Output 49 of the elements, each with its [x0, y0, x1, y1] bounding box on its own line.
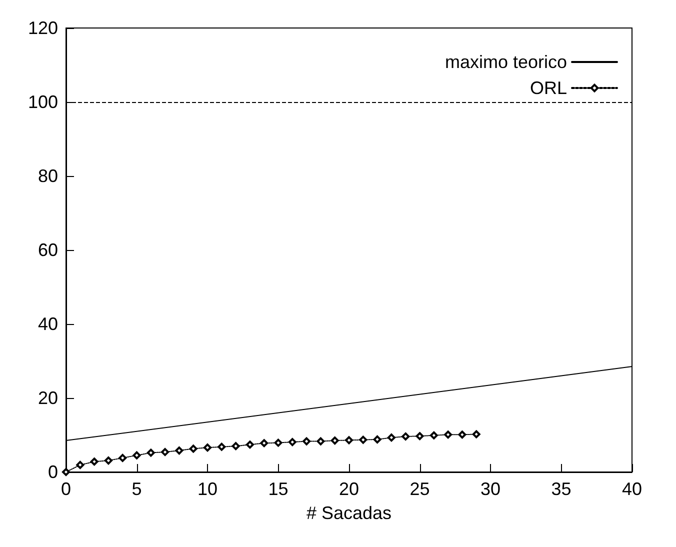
x-axis-title: # Sacadas: [306, 503, 392, 523]
point: [132, 451, 141, 460]
legend-label: maximo teorico: [444, 52, 567, 72]
x-tick-label: 25: [410, 479, 430, 499]
legend-label: ORL: [530, 78, 567, 98]
y-tick-label: 100: [28, 92, 58, 112]
x-tick-label: 40: [622, 479, 642, 499]
point: [104, 456, 112, 465]
point: [204, 444, 212, 452]
point: [472, 430, 480, 438]
x-tick-label: 15: [268, 479, 288, 499]
point: [189, 444, 198, 453]
point: [218, 442, 226, 451]
x-tick-label: 0: [60, 479, 72, 499]
x-tick-label: 5: [132, 479, 142, 499]
x-tick-label: 20: [338, 479, 360, 499]
point: [246, 440, 254, 449]
y-tick-label: 60: [38, 240, 58, 260]
point: [260, 439, 268, 448]
point: [146, 448, 155, 457]
x-tick-label: 35: [551, 479, 572, 499]
y-tick-label: 0: [48, 462, 58, 482]
point: [444, 430, 452, 439]
point: [161, 448, 170, 456]
point: [90, 458, 98, 466]
point: [359, 436, 368, 444]
x-tick-label: 10: [197, 479, 218, 499]
point: [302, 437, 311, 446]
point: [373, 435, 382, 444]
point: [118, 454, 127, 462]
point: [402, 432, 410, 440]
point: [175, 446, 184, 455]
point: [62, 468, 70, 476]
point: [316, 437, 325, 446]
y-tick-label: 20: [38, 388, 58, 408]
point: [330, 436, 339, 445]
point: [387, 434, 396, 442]
point: [76, 460, 84, 469]
y-tick-label: 40: [38, 314, 58, 334]
y-tick-label: 80: [38, 166, 58, 186]
point: [274, 438, 282, 447]
point: [288, 438, 296, 446]
point: [345, 436, 353, 444]
point: [430, 431, 438, 440]
point: [416, 432, 424, 440]
point: [232, 442, 240, 450]
x-tick-label: 30: [480, 479, 501, 499]
point: [458, 430, 466, 439]
y-tick-label: 120: [28, 18, 58, 38]
